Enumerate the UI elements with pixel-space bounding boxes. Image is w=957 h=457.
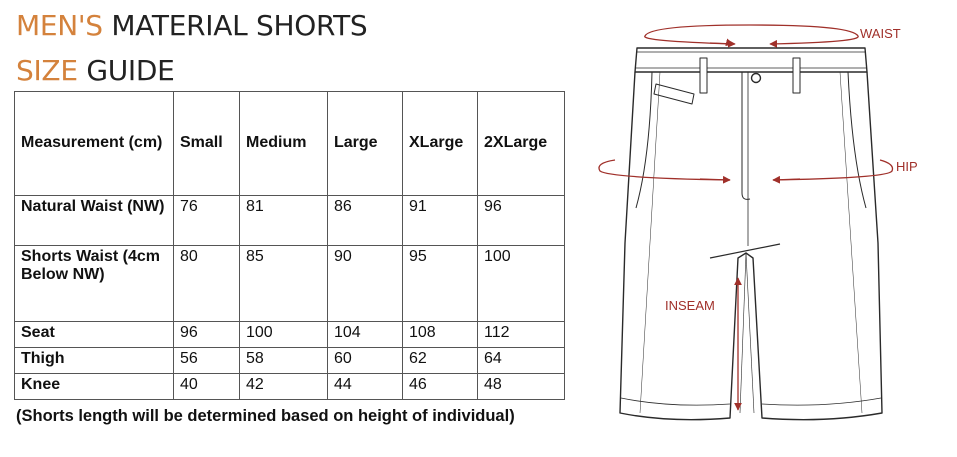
table-cell: 96 [477, 195, 565, 246]
table-row: Natural Waist (NW) 76 81 86 91 96 [14, 195, 565, 246]
table-cell: 85 [239, 245, 328, 322]
table-cell: 80 [173, 245, 240, 322]
table-cell: 100 [239, 321, 328, 348]
row-label-seat: Seat [14, 321, 174, 348]
row-label-knee: Knee [14, 373, 174, 400]
shorts-measurement-diagram: WAIST HIP INSEAM [598, 24, 918, 421]
title-accent-mens: MEN'S [16, 9, 103, 42]
table-cell: 56 [173, 347, 240, 374]
table-row: Shorts Waist (4cm Below NW) 80 85 90 95 … [14, 245, 565, 322]
table-cell: 60 [327, 347, 403, 374]
header-xlarge: XLarge [402, 91, 478, 196]
header-medium: Medium [239, 91, 328, 196]
table-cell: 90 [327, 245, 403, 322]
size-table: Measurement (cm) Small Medium Large XLar… [14, 91, 565, 400]
table-cell: 112 [477, 321, 565, 348]
row-label-shorts-waist: Shorts Waist (4cm Below NW) [14, 245, 174, 322]
table-cell: 91 [402, 195, 478, 246]
table-cell: 76 [173, 195, 240, 246]
table-cell: 86 [327, 195, 403, 246]
table-cell: 42 [239, 373, 328, 400]
shorts-length-note: (Shorts length will be determined based … [16, 407, 515, 425]
row-label-natural-waist: Natural Waist (NW) [14, 195, 174, 246]
table-cell: 44 [327, 373, 403, 400]
inseam-label: INSEAM [665, 298, 715, 313]
table-row: Thigh 56 58 60 62 64 [14, 347, 565, 374]
header-large: Large [327, 91, 403, 196]
header-2xlarge: 2XLarge [477, 91, 565, 196]
hip-label: HIP [896, 159, 918, 174]
title-guide: GUIDE [86, 54, 175, 87]
waist-label: WAIST [860, 26, 901, 41]
table-cell: 104 [327, 321, 403, 348]
button-icon [750, 72, 762, 84]
table-cell: 108 [402, 321, 478, 348]
row-label-thigh: Thigh [14, 347, 174, 374]
table-cell: 58 [239, 347, 328, 374]
table-row: Seat 96 100 104 108 112 [14, 321, 565, 348]
header-small: Small [173, 91, 240, 196]
table-cell: 96 [173, 321, 240, 348]
page-title-line-1: MEN'S MATERIAL SHORTS [16, 9, 368, 42]
shorts-outline [619, 47, 883, 421]
hip-measure-arrow [598, 159, 894, 184]
waist-measure-arrow [644, 24, 859, 48]
title-material-shorts: MATERIAL SHORTS [111, 9, 368, 42]
header-measurement: Measurement (cm) [14, 91, 174, 196]
table-cell: 81 [239, 195, 328, 246]
title-accent-size: SIZE [16, 54, 78, 87]
page-title-line-2: SIZE GUIDE [16, 57, 175, 85]
table-cell: 48 [477, 373, 565, 400]
table-cell: 62 [402, 347, 478, 374]
table-cell: 100 [477, 245, 565, 322]
table-cell: 64 [477, 347, 565, 374]
table-header-row: Measurement (cm) Small Medium Large XLar… [14, 91, 565, 196]
table-cell: 40 [173, 373, 240, 400]
table-cell: 95 [402, 245, 478, 322]
table-row: Knee 40 42 44 46 48 [14, 373, 565, 400]
table-cell: 46 [402, 373, 478, 400]
